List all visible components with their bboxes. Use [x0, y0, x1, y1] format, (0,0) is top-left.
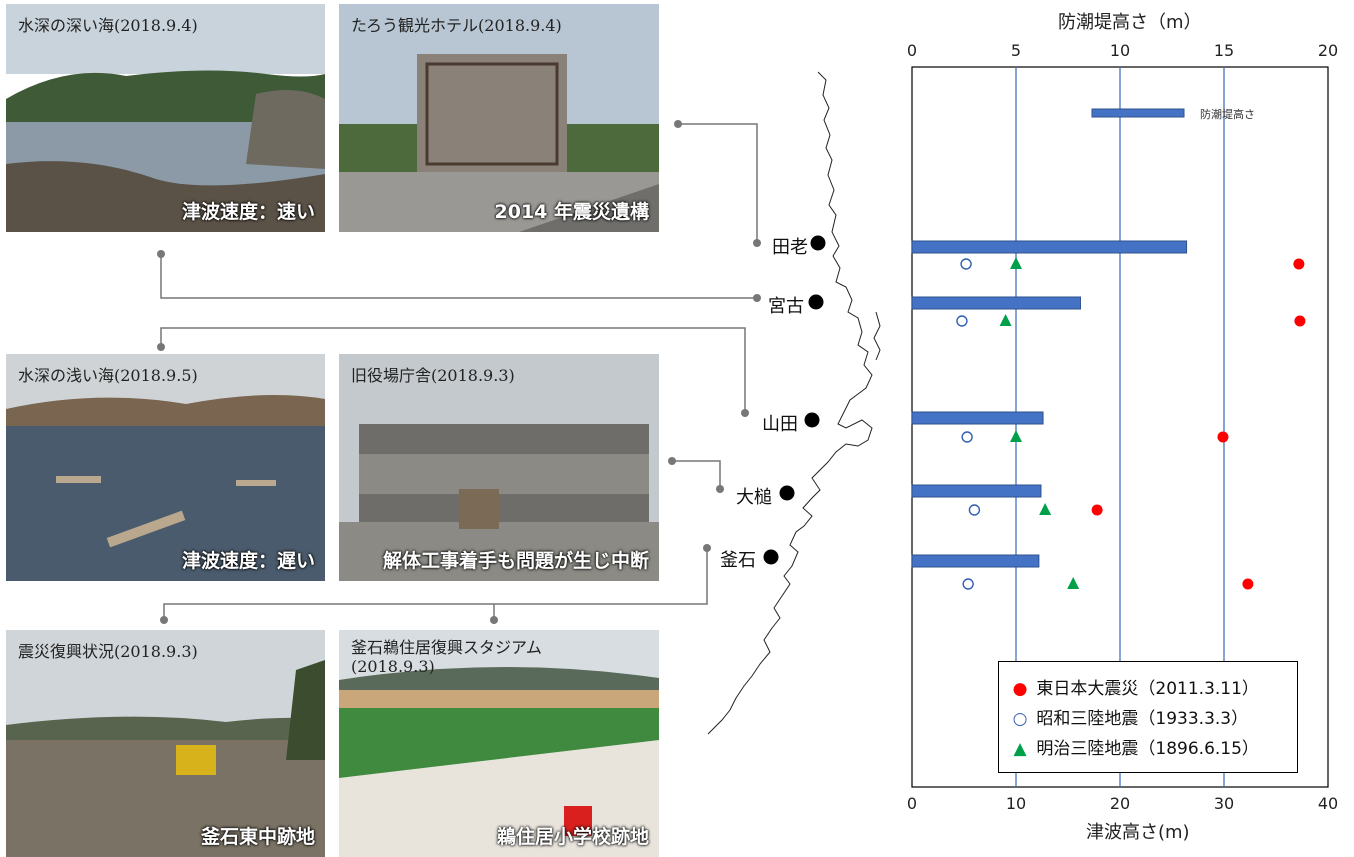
photo-taro-hotel: たろう観光ホテル(2018.9.4) 2014 年震災遺構	[339, 4, 659, 232]
legend-label: 明治三陸地震（1896.6.15）	[1036, 739, 1259, 759]
triangle-icon: ▲	[1013, 739, 1027, 759]
marker-kamaishi	[763, 549, 779, 565]
chart-bars	[911, 240, 1188, 568]
place-label-otsuchi: 大槌	[736, 487, 772, 508]
top-tick-label: 20	[1317, 41, 1339, 60]
point-meiji	[1067, 577, 1080, 589]
seawall-bar	[911, 411, 1044, 425]
point-showa	[968, 504, 981, 516]
connector-dots	[157, 120, 761, 624]
place-markers	[763, 235, 826, 565]
bar-legend-label: 防潮堤高さ	[1200, 108, 1255, 121]
photo-caption: 水深の深い海(2018.9.4)	[18, 16, 198, 35]
photo-caption: たろう観光ホテル(2018.9.4)	[351, 16, 562, 35]
reconstruction-image	[6, 630, 325, 857]
place-label-kamaishi: 釜石	[720, 550, 756, 571]
seawall-bar	[911, 554, 1040, 568]
point-tohoku	[1294, 315, 1306, 327]
photo-overlay-text: 解体工事着手も問題が生じ中断	[382, 550, 649, 572]
connector-kamaishi	[163, 548, 708, 620]
seawall-bar	[911, 484, 1042, 498]
bottom-tick-label: 10	[1005, 794, 1027, 813]
point-showa	[960, 258, 972, 270]
legend-label: 昭和三陸地震（1933.3.3）	[1036, 709, 1249, 729]
seawall-bar	[911, 240, 1188, 254]
point-tohoku	[1217, 431, 1229, 443]
coastline	[707, 71, 873, 735]
point-meiji	[1010, 257, 1022, 269]
photo-old-town-hall: 旧役場庁舎(2018.9.3) 解体工事着手も問題が生じ中断	[339, 354, 659, 581]
filled-circle-icon: ●	[1012, 679, 1028, 699]
bar-legend-swatch	[1091, 108, 1185, 118]
top-tick-label: 10	[1109, 41, 1131, 60]
marker-taro	[810, 235, 826, 251]
connector-yamada	[160, 327, 746, 413]
marker-miyako	[808, 294, 824, 310]
top-axis-label: 防潮堤高さ（m）	[1058, 12, 1202, 33]
deep-sea-image	[6, 4, 325, 232]
point-showa	[956, 315, 968, 327]
photo-overlay-text: 釜石東中跡地	[200, 826, 315, 848]
seawall-bar	[911, 296, 1081, 310]
marker-yamada	[804, 412, 820, 428]
photo-caption: 釜石鵜住居復興スタジアム (2018.9.3)	[351, 638, 542, 676]
photo-deep-sea: 水深の深い海(2018.9.4) 津波速度：速い	[6, 4, 325, 232]
top-tick-label: 5	[1010, 41, 1022, 60]
connector-miyako	[160, 254, 757, 299]
chart-legend: ● 東日本大震災（2011.3.11） ○ 昭和三陸地震（1933.3.3） ▲…	[998, 661, 1298, 773]
photo-stadium: 釜石鵜住居復興スタジアム (2018.9.3) 鵜住居小学校跡地	[339, 630, 659, 857]
top-tick-label: 15	[1213, 41, 1235, 60]
point-meiji	[999, 314, 1012, 326]
photo-caption: 旧役場庁舎(2018.9.3)	[351, 366, 515, 385]
photo-overlay-text: 津波速度：遅い	[181, 550, 315, 572]
point-tohoku	[1091, 504, 1103, 516]
photo-caption: 震災復興状況(2018.9.3)	[18, 642, 198, 661]
bottom-tick-label: 40	[1317, 794, 1339, 813]
photo-shallow-sea: 水深の浅い海(2018.9.5) 津波速度：遅い	[6, 354, 325, 581]
old-town-hall-image	[339, 354, 659, 581]
photo-overlay-text: 津波速度：速い	[181, 201, 315, 223]
point-showa	[961, 431, 973, 443]
photo-reconstruction: 震災復興状況(2018.9.3) 釜石東中跡地	[6, 630, 325, 857]
place-label-yamada: 山田	[762, 414, 798, 435]
point-showa	[962, 578, 974, 590]
bottom-axis-label: 津波高さ(m)	[1086, 822, 1190, 843]
legend-item-tohoku: ● 東日本大震災（2011.3.11）	[1009, 674, 1259, 702]
shallow-sea-image	[6, 354, 325, 581]
point-meiji	[1010, 430, 1022, 442]
open-circle-icon: ○	[1012, 709, 1028, 729]
stadium-image	[339, 630, 659, 857]
marker-otsuchi	[779, 485, 795, 501]
coastline-offshore	[873, 311, 881, 361]
legend-item-meiji: ▲ 明治三陸地震（1896.6.15）	[1009, 734, 1259, 762]
bottom-tick-label: 0	[906, 794, 918, 813]
connector-otsuchi	[672, 460, 721, 489]
point-tohoku	[1293, 258, 1305, 270]
photo-caption: 水深の浅い海(2018.9.5)	[18, 366, 198, 385]
connector-lines	[160, 123, 758, 620]
photo-overlay-text: 鵜住居小学校跡地	[496, 826, 649, 848]
place-label-taro: 田老	[772, 237, 808, 258]
taro-hotel-image	[339, 4, 659, 232]
connector-taro	[678, 123, 758, 243]
bottom-tick-label: 20	[1109, 794, 1131, 813]
chart-points	[956, 257, 1306, 590]
top-tick-label: 0	[906, 41, 918, 60]
legend-item-showa: ○ 昭和三陸地震（1933.3.3）	[1009, 704, 1249, 732]
point-meiji	[1039, 503, 1052, 515]
place-label-miyako: 宮古	[768, 296, 804, 317]
point-tohoku	[1242, 578, 1254, 590]
legend-label: 東日本大震災（2011.3.11）	[1036, 679, 1259, 699]
bottom-tick-label: 30	[1213, 794, 1235, 813]
photo-overlay-text: 2014 年震災遺構	[494, 201, 650, 223]
